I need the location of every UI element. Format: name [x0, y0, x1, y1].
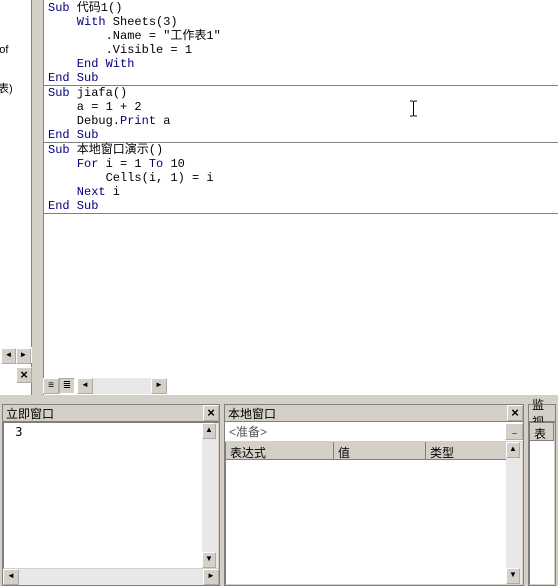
locals-stack-btn[interactable]: ... [505, 423, 523, 440]
code-view-buttons: ≡ ≣ [43, 378, 75, 395]
project-explorer-fragment: rosof 表) ◄ ► × [0, 0, 32, 395]
procedure-view-btn[interactable]: ≡ [43, 378, 59, 394]
bottom-panels: 立即窗口 × 3 ▲ ▼ ◄ ► 本地窗口 × <准备> ... [0, 404, 558, 586]
scroll-down-btn[interactable]: ▼ [202, 552, 216, 568]
watch-columns: 表 [530, 423, 554, 441]
text-fragment: 表) [0, 80, 13, 96]
scroll-left-btn[interactable]: ◄ [3, 569, 19, 585]
scroll-track[interactable] [19, 569, 203, 585]
text-fragment: rosof [0, 44, 8, 56]
locals-ready-row: <准备> ... [225, 422, 523, 442]
immediate-title-bar: 立即窗口 × [3, 405, 219, 422]
left-panel-scroll: ◄ ► × [0, 347, 32, 395]
scroll-right-btn[interactable]: ► [16, 348, 31, 364]
watch-window: 监视 表 [528, 404, 556, 586]
scroll-up-btn[interactable]: ▲ [506, 442, 520, 458]
scroll-right-btn[interactable]: ► [203, 569, 219, 585]
scroll-left-btn[interactable]: ◄ [1, 348, 16, 364]
locals-col-expression[interactable]: 表达式 [226, 442, 334, 459]
h-scrollbar[interactable]: ◄ ► [3, 569, 219, 585]
locals-body: 表达式 值 类型 ▲ ▼ [225, 442, 523, 585]
locals-window: 本地窗口 × <准备> ... 表达式 值 类型 ▲ ▼ [224, 404, 524, 586]
v-scrollbar[interactable]: ▲ ▼ [506, 442, 522, 584]
scroll-right-btn[interactable]: ► [151, 378, 167, 394]
immediate-window: 立即窗口 × 3 ▲ ▼ ◄ ► [2, 404, 220, 586]
scroll-down-btn[interactable]: ▼ [506, 568, 520, 584]
scroll-track[interactable] [506, 458, 522, 568]
scroll-up-btn[interactable]: ▲ [202, 423, 216, 439]
watch-title-bar: 监视 [529, 405, 555, 422]
close-locals-btn[interactable]: × [507, 405, 523, 421]
close-immediate-btn[interactable]: × [203, 405, 219, 421]
v-scrollbar[interactable]: ▲ ▼ [202, 423, 218, 568]
scroll-track[interactable] [202, 439, 218, 552]
scroll-track[interactable] [93, 378, 151, 394]
h-scrollbar[interactable]: ◄ ► [0, 347, 32, 363]
code-content[interactable]: Sub 代码1() With Sheets(3) .Name = "工作表1" … [44, 0, 558, 214]
watch-col-expression[interactable]: 表 [530, 423, 554, 440]
locals-columns: 表达式 值 类型 [226, 442, 522, 460]
locals-ready-text: <准备> [225, 421, 505, 442]
immediate-body[interactable]: 3 ▲ ▼ [3, 422, 219, 569]
code-editor[interactable]: Sub 代码1() With Sheets(3) .Name = "工作表1" … [43, 0, 558, 395]
code-h-scrollbar[interactable]: ◄ ► [77, 378, 167, 394]
full-view-btn[interactable]: ≣ [59, 378, 75, 394]
scroll-left-btn[interactable]: ◄ [77, 378, 93, 394]
immediate-title: 立即窗口 [6, 405, 54, 422]
locals-title-bar: 本地窗口 × [225, 405, 523, 422]
locals-col-value[interactable]: 值 [334, 442, 426, 459]
close-panel-btn[interactable]: × [16, 367, 32, 383]
locals-title: 本地窗口 [228, 405, 276, 422]
watch-body: 表 [529, 422, 555, 585]
immediate-output[interactable]: 3 [4, 423, 218, 441]
